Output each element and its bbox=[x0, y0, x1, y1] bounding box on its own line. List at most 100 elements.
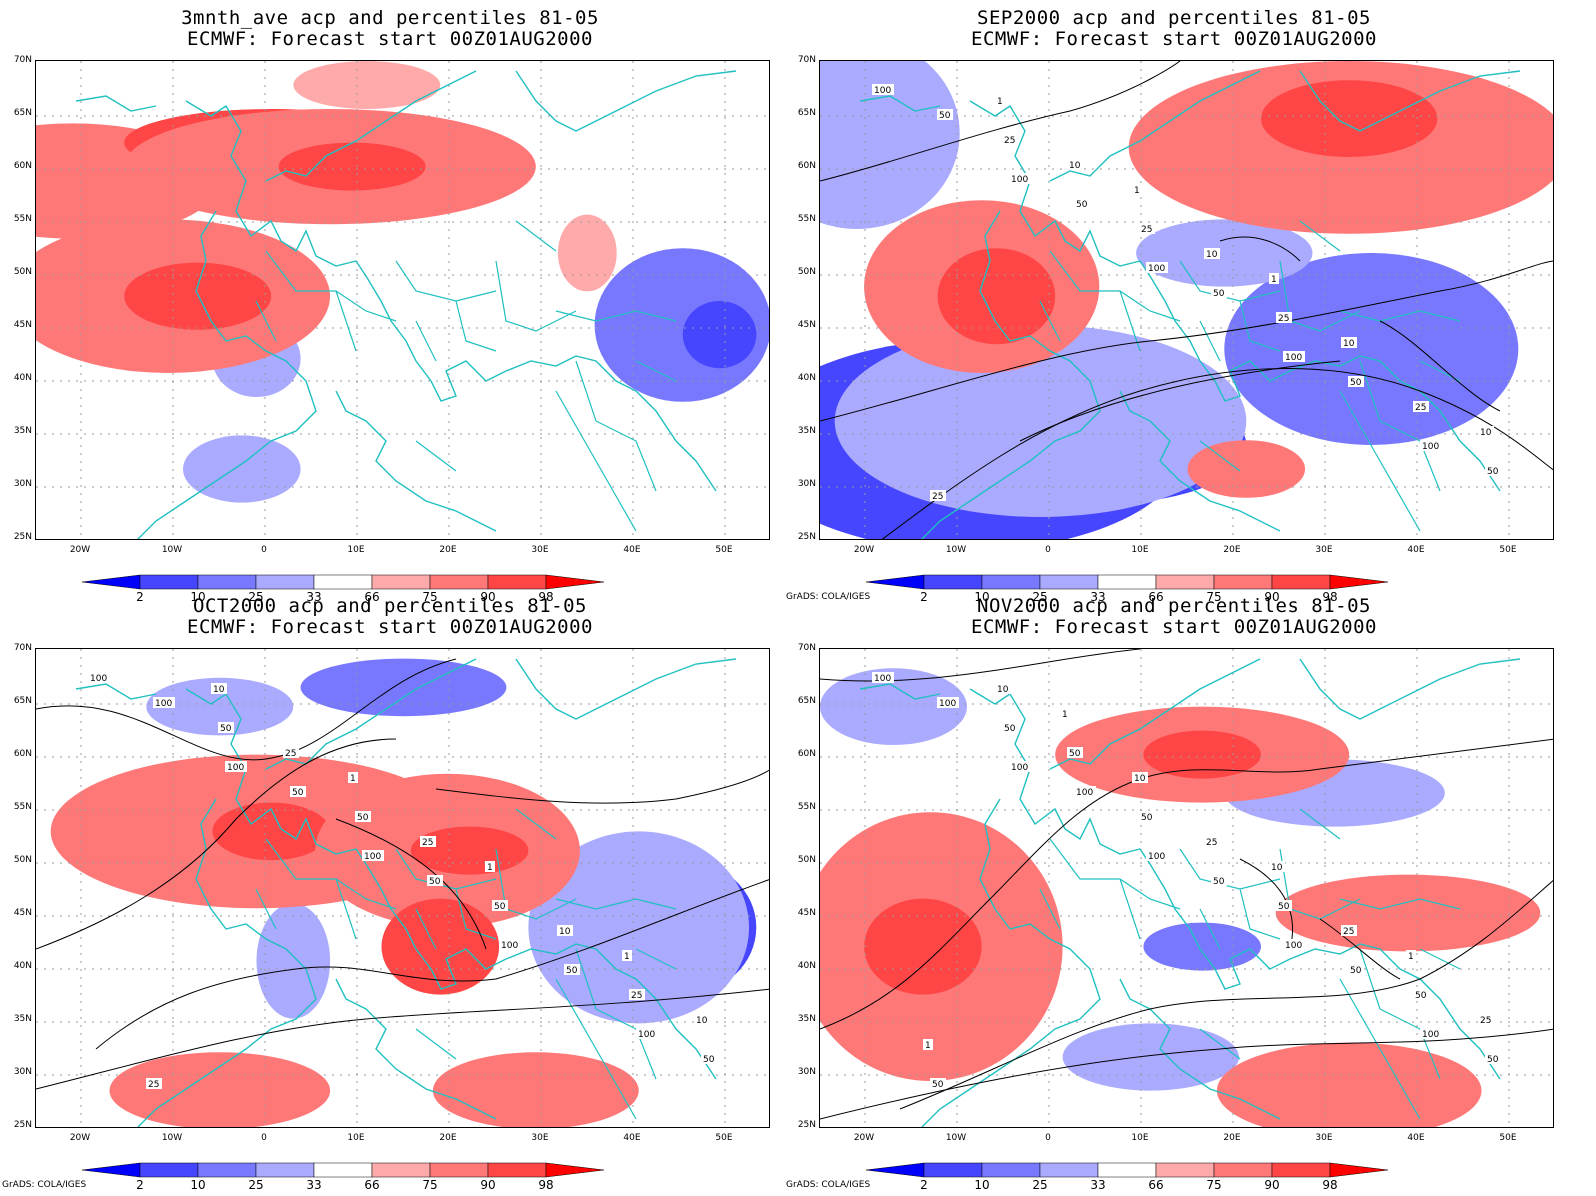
longitude-label: 50E bbox=[715, 1133, 733, 1143]
latitude-label: 40N bbox=[13, 373, 32, 383]
colorbar-segment bbox=[1097, 574, 1157, 590]
svg-text:1: 1 bbox=[1271, 275, 1277, 285]
contour-label: 1 bbox=[1269, 273, 1279, 285]
longitude-label: 30E bbox=[531, 1133, 549, 1143]
longitude-label: 30E bbox=[531, 545, 549, 555]
colorbar-segment bbox=[1039, 1162, 1099, 1178]
contour-label: 25 bbox=[1341, 925, 1357, 937]
colorbar-segment bbox=[1213, 574, 1273, 590]
svg-text:50: 50 bbox=[357, 813, 369, 823]
latitude-label: 65N bbox=[13, 696, 32, 706]
contour-line bbox=[36, 988, 769, 1090]
svg-text:100: 100 bbox=[501, 941, 518, 951]
longitude-label: 20E bbox=[1223, 1133, 1241, 1143]
longitude-label: 10W bbox=[945, 1133, 967, 1143]
svg-text:50: 50 bbox=[1213, 877, 1225, 887]
contour-label: 100 bbox=[225, 761, 247, 773]
contour-label: 100 bbox=[872, 84, 894, 96]
latitude-label: 60N bbox=[797, 749, 816, 759]
colorbar-label: 33 bbox=[1090, 590, 1106, 604]
colorbar-segment bbox=[981, 1162, 1041, 1178]
contour-label: 50 bbox=[492, 900, 508, 912]
colorbar-arrow-left bbox=[81, 1162, 141, 1178]
svg-text:1: 1 bbox=[1062, 710, 1068, 720]
contour-label: 25 bbox=[1204, 836, 1220, 848]
latitude-label: 65N bbox=[797, 108, 816, 118]
contour-label: 100 bbox=[88, 672, 110, 684]
svg-text:10: 10 bbox=[1271, 863, 1283, 873]
shading-region bbox=[528, 831, 749, 1024]
latitude-label: 55N bbox=[797, 802, 816, 812]
colorbar-label: 2 bbox=[920, 1178, 928, 1192]
colorbar-label: 90 bbox=[1264, 1178, 1280, 1192]
contour-label: 50 bbox=[290, 786, 306, 798]
contour-label: 10 bbox=[694, 1014, 710, 1026]
svg-text:50: 50 bbox=[1278, 902, 1290, 912]
svg-text:50: 50 bbox=[566, 966, 578, 976]
svg-text:50: 50 bbox=[292, 788, 304, 798]
colorbar-arrow-right bbox=[1329, 1162, 1389, 1178]
contour-label: 50 bbox=[1139, 811, 1155, 823]
colorbar-segment bbox=[981, 574, 1041, 590]
colorbar-label: 98 bbox=[1322, 590, 1338, 604]
latitude-label: 70N bbox=[13, 643, 32, 653]
contour-label: 100 bbox=[937, 697, 959, 709]
country-borders bbox=[255, 220, 677, 532]
svg-text:50: 50 bbox=[703, 1055, 715, 1065]
svg-text:100: 100 bbox=[1422, 442, 1439, 452]
contour-label: 100 bbox=[499, 939, 521, 951]
svg-text:1: 1 bbox=[624, 952, 630, 962]
panel-subtitle: ECMWF: Forecast start 00Z01AUG2000 bbox=[971, 28, 1377, 50]
colorbar-label: 98 bbox=[1322, 1178, 1338, 1192]
contour-label: 50 bbox=[937, 109, 953, 121]
longitude-label: 20E bbox=[1223, 545, 1241, 555]
svg-text:25: 25 bbox=[1004, 136, 1015, 146]
svg-text:10: 10 bbox=[696, 1016, 708, 1026]
svg-text:25: 25 bbox=[285, 749, 296, 759]
colorbar-label: 33 bbox=[1090, 1178, 1106, 1192]
longitude-label: 10W bbox=[161, 1133, 183, 1143]
contour-label: 100 bbox=[1420, 440, 1442, 452]
contour-label: 100 bbox=[1009, 173, 1031, 185]
colorbar-segment bbox=[1271, 1162, 1331, 1178]
colorbar-segment bbox=[313, 1162, 373, 1178]
panel-title: 3mnth_ave acp and percentiles 81-05 bbox=[181, 7, 599, 29]
contour-label: 50 bbox=[1074, 198, 1090, 210]
colorbar-segment bbox=[429, 1162, 489, 1178]
svg-text:100: 100 bbox=[155, 699, 172, 709]
panel-title: OCT2000 acp and percentiles 81-05 bbox=[193, 595, 587, 617]
colorbar-label: 10 bbox=[190, 590, 206, 604]
contour-label: 25 bbox=[1139, 223, 1155, 235]
colorbar-label: 25 bbox=[1032, 590, 1048, 604]
latitude-label: 25N bbox=[13, 1120, 32, 1130]
colorbar-segment bbox=[371, 1162, 431, 1178]
latitude-label: 55N bbox=[797, 214, 816, 224]
svg-text:100: 100 bbox=[638, 1030, 655, 1040]
longitude-label: 30E bbox=[1315, 545, 1333, 555]
colorbar-segment bbox=[197, 1162, 257, 1178]
panel-subtitle: ECMWF: Forecast start 00Z01AUG2000 bbox=[187, 28, 593, 50]
colorbar bbox=[0, 572, 780, 602]
contour-label: 100 bbox=[362, 850, 384, 862]
latitude-label: 55N bbox=[13, 802, 32, 812]
svg-text:100: 100 bbox=[1076, 788, 1093, 798]
map-panel-1: 3mnth_ave acp and percentiles 81-05 ECMWF… bbox=[0, 0, 780, 604]
longitude-label: 40E bbox=[623, 545, 641, 555]
shading-region bbox=[278, 142, 426, 191]
map-frame: 100 100 100 100 100 50 50 50 50 50 25 25 25 25 25 10 10 1… bbox=[819, 60, 1554, 540]
contour-label: 50 bbox=[427, 875, 443, 887]
contour-label: 25 bbox=[1413, 401, 1429, 413]
svg-text:50: 50 bbox=[220, 724, 232, 734]
longitude-label: 20W bbox=[853, 545, 875, 555]
latitude-label: 30N bbox=[797, 1067, 816, 1077]
longitude-label: 50E bbox=[1499, 545, 1517, 555]
longitude-label: 40E bbox=[1407, 1133, 1425, 1143]
longitude-label: 0 bbox=[1045, 1133, 1051, 1143]
contour-label: 10 bbox=[1269, 861, 1285, 873]
contour-line bbox=[95, 879, 769, 1050]
contour-label: 50 bbox=[1002, 722, 1018, 734]
svg-text:50: 50 bbox=[1141, 813, 1153, 823]
svg-text:50: 50 bbox=[1415, 991, 1427, 1001]
svg-text:50: 50 bbox=[1069, 749, 1081, 759]
longitude-label: 10E bbox=[1131, 1133, 1149, 1143]
